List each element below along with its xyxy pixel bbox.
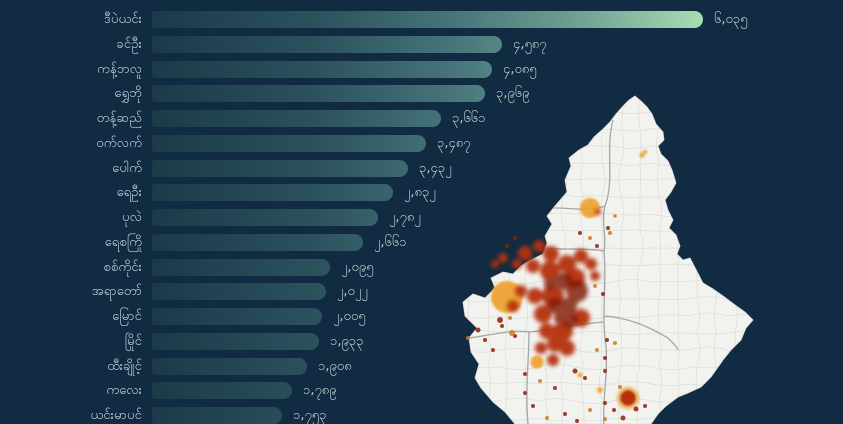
value-label: ၃,၄၈၇ — [437, 135, 471, 151]
bar-row: စစ်ကိုင်း ၂,၀၉၅ — [0, 258, 843, 276]
township-label: တန့်ဆည် — [96, 111, 142, 126]
bar-row: ရေဦး ၂,၈၃၂ — [0, 184, 843, 202]
bar-row: မြိုင် ၁,၉၃၃ — [0, 332, 843, 350]
bar — [152, 11, 703, 28]
bar-row: ကန့်ဘလူ ၄,၀၈၅ — [0, 60, 843, 78]
township-label: ရေဦး — [116, 185, 142, 201]
bar-row: တန့်ဆည် ၃,၆၆၁ — [0, 110, 843, 127]
bar — [152, 184, 393, 202]
township-label: ယင်းမာပင် — [90, 408, 142, 423]
value-label: ၁,၇၅၃ — [293, 408, 327, 423]
bar — [152, 60, 492, 78]
bar-row: ဒီပဲယင်း ၆,၀၃၅ — [0, 11, 843, 28]
bar-row: ကလေး ၁,၇၈၉ — [0, 382, 843, 400]
bar — [152, 85, 485, 103]
value-label: ၂,၆၆၁ — [374, 234, 407, 250]
bar — [152, 308, 322, 325]
heat-cluster-dark — [544, 272, 588, 328]
township-label: ရေစကြို — [104, 234, 142, 250]
bar-row: ယင်းမာပင် ၁,၇၅၃ — [0, 407, 843, 424]
township-label: ထီးချိုင့် — [107, 358, 142, 374]
township-label: ကလေး — [106, 383, 142, 399]
bar — [152, 407, 282, 424]
bar-row: ပုလဲ ၂,၇၈၂ — [0, 209, 843, 226]
myanmar-map-svg — [462, 95, 754, 424]
value-label: ၁,၉၀၈ — [318, 358, 352, 374]
value-label: ၂,၇၈၂ — [389, 210, 421, 225]
bar-row: ရေစကြို ၂,၆၆၁ — [0, 233, 843, 251]
value-label: ၂,၀၂၂ — [337, 284, 368, 300]
township-label: စစ်ကိုင်း — [103, 259, 142, 275]
bar — [152, 134, 426, 152]
value-label: ၂,၈၃၂ — [404, 185, 436, 201]
bar-row: ပေါက် ၃,၄၃၂ — [0, 159, 843, 177]
bottom-heat-blob — [616, 386, 640, 410]
value-label: ၃,၄၃၂ — [419, 160, 452, 176]
township-label: ကန့်ဘလူ — [97, 61, 142, 77]
value-label: ၆,၀၃၅ — [714, 12, 748, 27]
value-label: ၄,၅၈၇ — [513, 36, 547, 52]
township-label: ပေါက် — [112, 160, 142, 176]
bar-row: အရာတော် ၂,၀၂၂ — [0, 283, 843, 301]
bar — [152, 258, 330, 276]
township-label: ပုလဲ — [121, 210, 142, 225]
heat-cluster-red — [491, 209, 601, 366]
township-label: ဝက်လက် — [96, 135, 142, 151]
township-label: ခင်ဦး — [116, 36, 142, 52]
bar — [152, 233, 363, 251]
bar — [152, 159, 408, 177]
township-label: မြောင် — [112, 309, 142, 324]
township-label: အရာတော် — [91, 284, 142, 300]
value-label: ၃,၆၆၁ — [452, 111, 486, 126]
bar — [152, 332, 319, 350]
scatter-dots — [466, 214, 647, 423]
township-label: ရွှေဘို — [114, 86, 142, 102]
value-label: ၂,၀၉၅ — [341, 259, 374, 275]
bar-row: ထီးချိုင့် ၁,၉၀၈ — [0, 357, 843, 375]
bar-row: ဝက်လက် ၃,၄၈၇ — [0, 134, 843, 152]
bar-row: ရွှေဘို ၃,၉၆၉ — [0, 85, 843, 103]
bar — [152, 283, 326, 301]
value-label: ၁,၇၈၉ — [303, 383, 337, 399]
value-label: ၄,၀၈၅ — [503, 61, 537, 77]
bar-row: မြောင် ၂,၀၀၅ — [0, 308, 843, 325]
bar — [152, 357, 307, 375]
bar-row: ခင်ဦး ၄,၅၈၇ — [0, 35, 843, 53]
bar — [152, 110, 441, 127]
value-label: ၁,၉၃၃ — [330, 333, 364, 349]
value-label: ၃,၉၆၉ — [496, 86, 530, 102]
township-label: ဒီပဲယင်း — [103, 12, 142, 27]
myanmar-map — [455, 88, 843, 424]
value-label: ၂,၀၀၅ — [333, 309, 366, 324]
bar — [152, 382, 292, 400]
township-label: မြိုင် — [124, 333, 142, 349]
bar — [152, 35, 502, 53]
bar — [152, 209, 378, 226]
